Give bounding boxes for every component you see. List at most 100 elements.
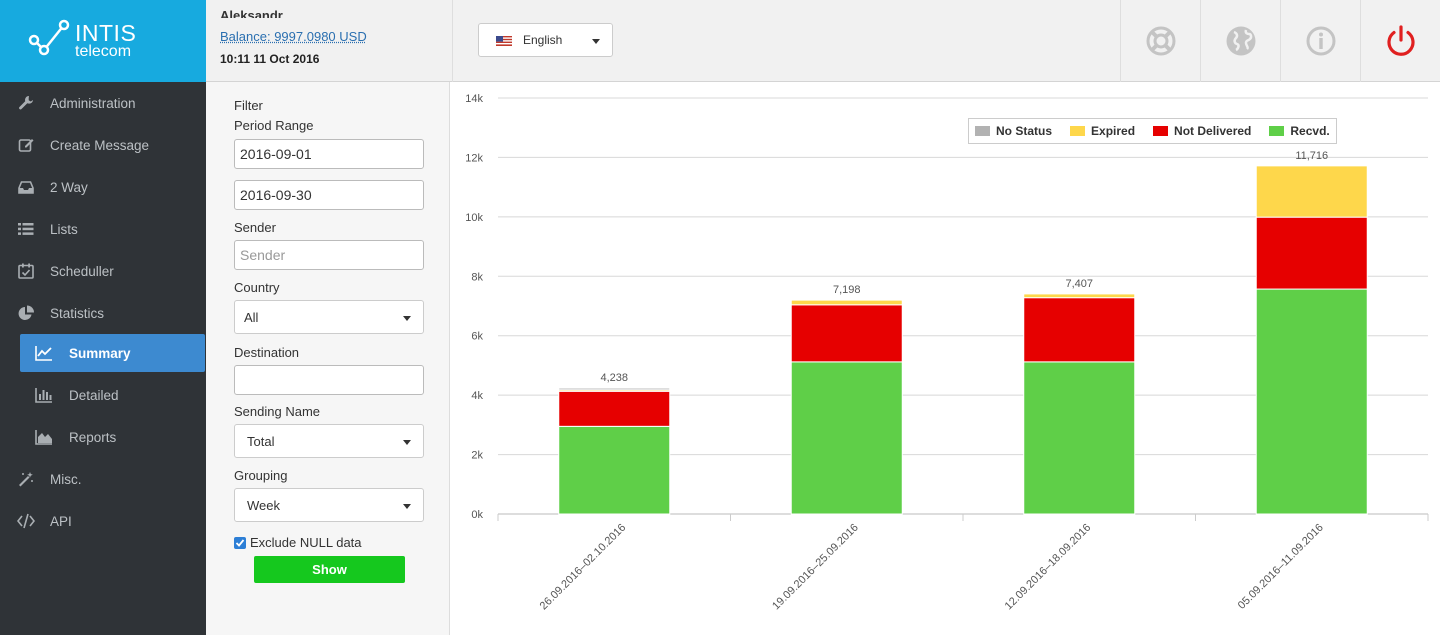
sidebar-item-reports[interactable]: Reports [0,418,206,456]
bar-segment[interactable] [1023,297,1136,363]
legend-label: Expired [1091,124,1136,138]
code-icon [17,512,35,530]
brand-logo[interactable]: INTIS telecom [0,0,206,82]
x-tick-label: 05.09.2016–11.09.2016 [1236,522,1326,612]
info-icon [1306,26,1335,56]
bar-segment[interactable] [1255,165,1368,218]
logo-icon [28,19,70,56]
legend-swatch [1070,126,1086,136]
sidebar-item-scheduller[interactable]: Scheduller [0,252,206,290]
grouping-label: Grouping [234,468,288,483]
sidebar-item-lists[interactable]: Lists [0,210,206,248]
calendar-check-icon [17,262,35,280]
destination-label: Destination [234,345,300,360]
bar-segment[interactable] [558,387,671,391]
sidebar-item-summary[interactable]: Summary [20,334,205,372]
edit-icon [17,136,35,154]
legend-item-expired[interactable]: Expired [1070,124,1135,138]
line-chart-icon [35,344,53,362]
username[interactable]: Aleksandr [220,8,283,18]
magic-wand-icon [17,470,35,488]
grouping-value: Week [247,497,280,513]
sidebar-item-statistics[interactable]: Statistics [0,294,206,332]
language-value: English [523,33,563,47]
sidebar-item-label: Detailed [69,387,119,403]
sidebar: Administration Create Message 2 Way List… [0,82,206,635]
list-icon [17,220,35,238]
country-label: Country [234,280,280,295]
chevron-down-icon [403,440,411,445]
sending-name-label: Sending Name [234,404,320,419]
bar-segment[interactable] [1255,216,1368,290]
bar-total-label: 4,238 [600,372,628,384]
legend-swatch [1269,126,1285,136]
date-to-input[interactable] [234,180,424,210]
legend-label: Not Delivered [1174,124,1252,138]
info-button[interactable] [1280,0,1360,82]
x-tick-label: 26.09.2016–02.10.2016 [538,522,629,613]
y-tick-label: 4k [471,390,483,402]
bar-segment[interactable] [1255,288,1368,515]
x-tick-label: 12.09.2016–18.09.2016 [1003,522,1094,613]
chart-legend: No Status Expired Not Delivered Recvd. [968,118,1337,144]
sidebar-item-detailed[interactable]: Detailed [0,376,206,414]
legend-item-no-status[interactable]: No Status [975,124,1052,138]
sending-name-select[interactable]: Total [234,424,424,458]
sender-input[interactable] [234,240,424,270]
exclude-null-checkbox[interactable]: Exclude NULL data [234,535,362,550]
y-tick-label: 10k [465,212,483,224]
wrench-icon [17,94,35,112]
y-tick-label: 12k [465,152,483,164]
sidebar-item-api[interactable]: API [0,502,206,540]
bars [558,165,1368,515]
period-range-label: Period Range [234,118,314,133]
legend-item-recvd[interactable]: Recvd. [1269,124,1330,138]
bar-segment[interactable] [790,299,903,306]
sidebar-item-administration[interactable]: Administration [0,84,206,122]
sidebar-item-label: Lists [50,221,78,237]
bar-segment[interactable] [790,304,903,363]
bar-total-label: 7,407 [1065,278,1093,290]
sidebar-item-label: Misc. [50,471,82,487]
stacked-bar-chart: 0k 2k 4k 6k 8k 10k 12k 14k 4,238 26.09.2016–02.10… [465,93,1429,613]
date-from-input[interactable] [234,139,424,169]
legend-swatch [1153,126,1169,136]
balance-link[interactable]: Balance: 9997.0980 USD [220,29,367,44]
sidebar-item-misc[interactable]: Misc. [0,460,206,498]
bar-segment[interactable] [790,361,903,515]
legend-label: Recvd. [1290,124,1330,138]
sidebar-item-2-way[interactable]: 2 Way [0,168,206,206]
grouping-select[interactable]: Week [234,488,424,522]
brand-name: INTIS [75,20,137,46]
sidebar-item-create-message[interactable]: Create Message [0,126,206,164]
legend-item-not-delivered[interactable]: Not Delivered [1153,124,1251,138]
country-value: All [244,309,259,325]
chevron-down-icon [403,504,411,509]
support-button[interactable] [1120,0,1200,82]
bar-segment[interactable] [1023,361,1136,515]
bar-segment[interactable] [558,390,671,427]
filter-panel: Filter Period Range Sender Country All D… [206,82,450,635]
sidebar-item-label: Statistics [50,305,105,321]
sidebar-item-label: Reports [69,429,117,445]
country-select[interactable]: All [234,300,424,334]
show-button[interactable]: Show [254,556,405,583]
exclude-null-label: Exclude NULL data [250,535,362,550]
destination-input[interactable] [234,365,424,395]
bar-segment[interactable] [1023,293,1136,299]
sidebar-item-label: Create Message [50,137,150,153]
chevron-down-icon [403,316,411,321]
globe-button[interactable] [1200,0,1280,82]
language-select[interactable]: English [478,23,613,57]
summary-chart: 0k 2k 4k 6k 8k 10k 12k 14k 4,238 26.09.2016–02.10… [451,82,1440,635]
checkbox-checked-icon [234,536,246,549]
us-flag-icon [496,36,512,46]
sidebar-item-label: Scheduller [50,263,114,279]
y-tick-label: 8k [471,271,483,283]
power-icon [1386,25,1415,56]
chevron-down-icon [592,39,600,44]
logout-button[interactable] [1360,0,1440,82]
bar-segment[interactable] [558,425,671,515]
top-header: Aleksandr Balance: 9997.0980 USD 10:11 1… [206,0,1440,82]
sender-label: Sender [234,220,276,235]
